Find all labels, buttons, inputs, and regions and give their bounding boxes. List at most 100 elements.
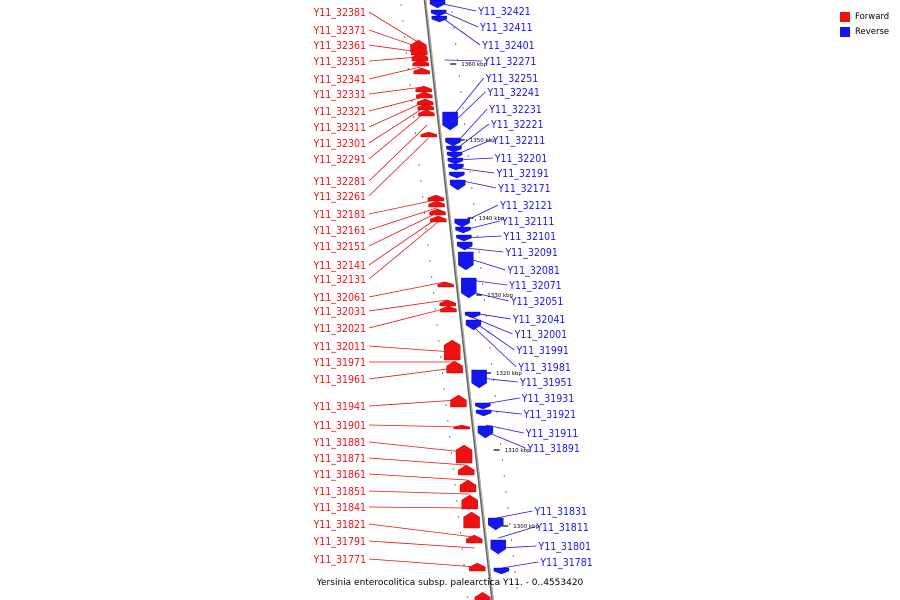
reverse-gene-label: Y11_32251 [485,73,539,85]
forward-leader-line [368,56,420,62]
forward-leader-line [368,137,429,197]
genome-backbone [423,0,494,600]
forward-gene-label: Y11_31881 [312,437,366,449]
legend-item-reverse: Reverse [840,24,889,39]
reverse-gene-arrow [458,251,474,271]
forward-gene-label: Y11_31961 [312,374,366,386]
reverse-gene-arrow [445,137,461,147]
reverse-gene-label: Y11_32121 [499,200,553,212]
reverse-gene-label: Y11_32231 [488,104,542,116]
forward-gene-arrow [459,479,477,493]
forward-gene-arrow [411,52,429,62]
reverse-gene-arrow [465,319,482,331]
forward-gene-label: Y11_31821 [312,519,366,531]
reverse-gene-label: Y11_32201 [494,153,548,165]
reverse-leader-line [486,431,526,449]
forward-gene-arrow [428,200,445,208]
forward-gene-label: Y11_31941 [312,401,366,413]
forward-gene-label: Y11_32151 [312,241,366,253]
reverse-gene-label: Y11_31951 [519,377,573,389]
forward-gene-arrow [458,464,475,476]
forward-leader-line [368,124,428,182]
forward-gene-label: Y11_32331 [312,89,366,101]
reverse-leader-line [450,77,485,119]
forward-gene-label: Y11_32351 [312,56,366,68]
legend-label-forward: Forward [855,11,890,22]
reverse-gene-arrow [450,179,466,191]
forward-gene-label: Y11_32181 [312,209,366,221]
forward-gene-arrow [450,394,467,408]
reverse-gene-arrow [475,402,491,410]
reverse-gene-label: Y11_31831 [533,506,587,518]
reverse-gene-arrow [471,369,487,389]
forward-gene-arrow [429,208,446,216]
reverse-gene-label: Y11_32241 [486,87,540,99]
legend-item-forward: Forward [840,9,889,24]
forward-leader-line [368,217,438,266]
reverse-gene-arrow [446,145,462,153]
forward-gene-label: Y11_32371 [312,25,366,37]
reverse-gene-label: Y11_32101 [503,231,557,243]
forward-gene-label: Y11_32361 [312,40,366,52]
forward-gene-label: Y11_32381 [312,7,366,19]
forward-gene-arrow [413,67,430,75]
reverse-gene-label: Y11_31911 [525,428,579,440]
forward-gene-label: Y11_32021 [312,323,366,335]
forward-gene-arrow [474,592,491,600]
reverse-leader-line [501,561,539,569]
reverse-gene-arrow [461,277,477,299]
reverse-gene-label: Y11_32051 [510,296,564,308]
legend-label-reverse: Reverse [855,26,890,37]
reverse-gene-label: Y11_32071 [508,280,562,292]
forward-gene-label: Y11_31971 [312,357,366,369]
reverse-leader-line [454,123,490,151]
reverse-gene-label: Y11_31981 [517,362,571,374]
forward-leader-line [368,106,426,144]
forward-leader-line [368,307,448,329]
reverse-leader-line [465,247,504,253]
forward-gene-label: Y11_32301 [312,138,366,150]
forward-gene-arrow [463,511,480,529]
reverse-gene-arrow [430,9,447,17]
reverse-gene-arrow [431,15,447,23]
forward-gene-arrow [417,103,434,111]
ruler-label: 1350 kbp [470,138,496,144]
forward-leader-line [368,473,468,481]
forward-gene-arrow [461,494,478,510]
reverse-leader-line [470,291,509,302]
reverse-gene-arrow [488,517,504,531]
reverse-gene-arrow [457,241,473,251]
label-leader-lines [368,2,539,569]
forward-gene-arrow [416,91,433,99]
forward-leader-line [368,299,447,312]
reverse-gene-arrow [449,171,465,179]
reverse-gene-label: Y11_32111 [501,216,555,228]
forward-leader-line [368,96,425,112]
forward-gene-label: Y11_32261 [312,191,366,203]
reverse-leader-line [496,510,533,519]
forward-leader-line [368,345,453,353]
reverse-gene-arrow [442,111,458,131]
reverse-gene-label: Y11_32221 [490,119,544,131]
ruler-label: 1320 kbp [496,371,522,377]
forward-gene-label: Y11_31861 [312,469,366,481]
forward-gene-arrow [444,339,461,361]
ruler-label: 1340 kbp [479,216,505,222]
forward-leader-line [368,399,459,407]
reverse-gene-label: Y11_32411 [479,22,533,34]
reverse-gene-label: Y11_31891 [526,443,580,455]
reverse-gene-arrow [455,226,471,234]
forward-gene-label: Y11_32161 [312,225,366,237]
forward-gene-arrow [446,360,463,374]
forward-gene-arrow [465,534,483,544]
forward-gene-label: Y11_32131 [312,274,366,286]
forward-gene-label: Y11_31841 [312,502,366,514]
reverse-gene-arrow [456,234,472,242]
forward-leader-line [368,66,421,80]
genome-caption: Yersinia enterocolitica subsp. palearcti… [316,578,584,588]
reverse-gene-label: Y11_32421 [477,6,531,18]
forward-gene-arrow [415,85,432,93]
reverse-gene-label: Y11_32211 [492,135,546,147]
reverse-gene-arrow [493,567,510,575]
